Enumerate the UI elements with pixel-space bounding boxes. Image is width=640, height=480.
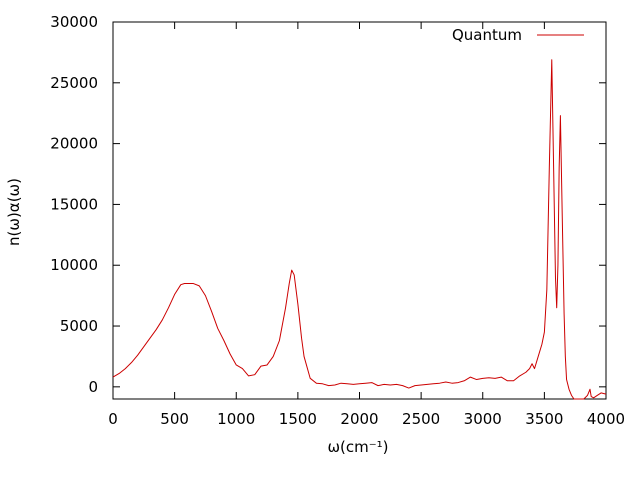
y-tick-label: 5000: [60, 317, 98, 335]
x-tick-label: 4000: [587, 410, 625, 428]
legend: Quantum: [452, 26, 584, 44]
x-tick-label: 2500: [402, 410, 440, 428]
plot-border: [112, 21, 607, 400]
x-tick-label: 3000: [464, 410, 502, 428]
x-tick-label: 0: [108, 410, 118, 428]
x-axis-label: ω(cm⁻¹): [327, 438, 388, 456]
x-tick-label: 1500: [279, 410, 317, 428]
y-tick-label: 15000: [50, 195, 98, 213]
legend-label-quantum: Quantum: [452, 26, 522, 44]
x-tick-label: 500: [160, 410, 189, 428]
x-tick-label: 1000: [217, 410, 255, 428]
series-line-quantum: [112, 59, 607, 400]
x-tick-labels: 0 500 1000 1500 2000 2500 3000 3500 4000: [108, 410, 625, 428]
plot-frame: [112, 21, 607, 400]
y-axis-label: n(ω)α(ω): [5, 178, 23, 246]
y-tick-label: 20000: [50, 135, 98, 153]
y-tick-labels: 0 5000 10000 15000 20000 25000 30000: [50, 13, 98, 396]
x-tick-label: 3500: [525, 410, 563, 428]
x-tick-label: 2000: [340, 410, 378, 428]
y-tick-label: 30000: [50, 13, 98, 31]
y-tick-label: 10000: [50, 256, 98, 274]
y-tick-label: 0: [88, 378, 98, 396]
series-lines: [112, 59, 607, 400]
axis-ticks: [112, 21, 607, 399]
y-tick-label: 25000: [50, 74, 98, 92]
